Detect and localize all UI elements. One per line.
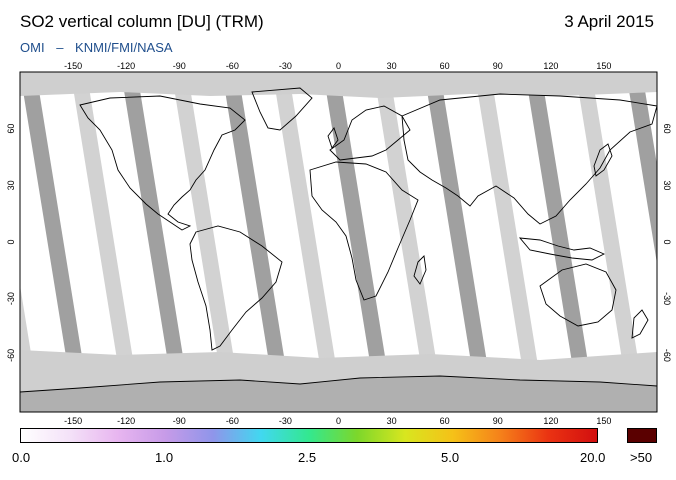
latitude-tick-label: -30: [662, 292, 672, 305]
credit-agencies: KNMI/FMI/NASA: [75, 40, 173, 55]
colorbar-label-3: 5.0: [441, 450, 460, 465]
latitude-ticks-left: 60 30 0 -30 -60: [6, 124, 16, 362]
orbit-gap-stripes: [20, 72, 657, 412]
longitude-tick-label: -150: [64, 61, 82, 71]
indonesia-coast: [518, 237, 606, 261]
latitude-tick-label: -60: [6, 349, 16, 362]
coastlines: [79, 87, 657, 351]
longitude-tick-label: -120: [117, 416, 135, 426]
longitude-tick-label: -90: [173, 416, 186, 426]
longitude-tick-label: 150: [596, 61, 611, 71]
latitude-tick-label: -60: [662, 349, 672, 362]
longitude-tick-label: 0: [336, 416, 341, 426]
orbit-gap-stripe: [424, 72, 495, 412]
orbit-gap-stripe: [626, 72, 657, 264]
orbit-gap-stripe: [373, 72, 445, 412]
latitude-ticks-right: 60 30 0 -30 -60: [662, 124, 672, 362]
africa-coast: [309, 161, 419, 301]
longitude-tick-label: -30: [279, 61, 292, 71]
longitude-tick-label: 120: [543, 61, 558, 71]
arctic-no-data: [20, 72, 657, 98]
latitude-tick-label: 60: [662, 124, 672, 134]
orbit-gap-stripe: [323, 72, 394, 412]
longitude-ticks-top: -150 -120 -90 -60 -30 0 30 60 90 120 150: [64, 61, 611, 71]
orbit-gap-stripe: [121, 72, 192, 412]
orbit-gap-stripe: [575, 72, 647, 412]
greenland-coast: [251, 87, 313, 131]
colorbar-label-2: 2.5: [298, 450, 317, 465]
longitude-tick-label: 30: [387, 61, 397, 71]
longitude-ticks-bottom: -150 -120 -90 -60 -30 0 30 60 90 120 150: [64, 416, 611, 426]
longitude-tick-label: -60: [226, 416, 239, 426]
north-america-coast: [79, 95, 246, 231]
orbit-gap-stripe: [70, 72, 142, 412]
longitude-tick-label: -120: [117, 61, 135, 71]
credit-instrument: OMI: [20, 40, 45, 55]
map-frame: [19, 71, 658, 413]
colorbar-label-4: 20.0: [580, 450, 606, 465]
south-america-coast: [189, 225, 283, 351]
orbit-gap-stripe: [20, 72, 91, 412]
australia-coast: [539, 263, 617, 327]
longitude-tick-label: -90: [173, 61, 186, 71]
longitude-tick-label: -30: [279, 416, 292, 426]
colorbar-max-swatch: [627, 428, 657, 443]
madagascar-coast: [413, 255, 427, 285]
latitude-tick-label: 0: [6, 239, 16, 244]
orbit-gap-stripe: [525, 72, 596, 412]
latitude-tick-label: 30: [6, 180, 16, 190]
orbit-gap-stripe: [272, 72, 344, 412]
latitude-tick-label: 0: [662, 239, 672, 244]
orbit-gap-stripe: [171, 72, 243, 412]
longitude-tick-label: 150: [596, 416, 611, 426]
colorbar-label-5: >50: [630, 450, 653, 465]
longitude-tick-label: 0: [336, 61, 341, 71]
longitude-tick-label: 90: [493, 61, 503, 71]
longitude-tick-label: 60: [440, 416, 450, 426]
map-title: SO2 vertical column [DU] (TRM): [20, 12, 264, 31]
antarctica: [20, 375, 657, 412]
orbit-gap-stripe: [222, 72, 293, 412]
colorbar-gradient: [20, 428, 598, 443]
longitude-tick-label: -60: [226, 61, 239, 71]
latitude-tick-label: -30: [6, 292, 16, 305]
latitude-tick-label: 60: [6, 124, 16, 134]
japan-coast: [593, 143, 613, 177]
new-zealand-coast: [631, 309, 649, 339]
uk-coast: [327, 127, 339, 149]
asia-coast: [401, 93, 657, 225]
longitude-tick-label: 90: [493, 416, 503, 426]
longitude-tick-label: -150: [64, 416, 82, 426]
longitude-tick-label: 60: [440, 61, 450, 71]
longitude-tick-label: 30: [387, 416, 397, 426]
credit-separator: –: [56, 40, 64, 55]
map-date: 3 April 2015: [564, 12, 654, 31]
longitude-tick-label: 120: [543, 416, 558, 426]
colorbar-label-1: 1.0: [155, 450, 174, 465]
colorbar-label-0: 0.0: [12, 450, 31, 465]
europe-coast: [329, 105, 411, 161]
data-credit: OMI – KNMI/FMI/NASA: [20, 40, 173, 55]
latitude-tick-label: 30: [662, 180, 672, 190]
orbit-gap-stripe: [474, 72, 546, 412]
